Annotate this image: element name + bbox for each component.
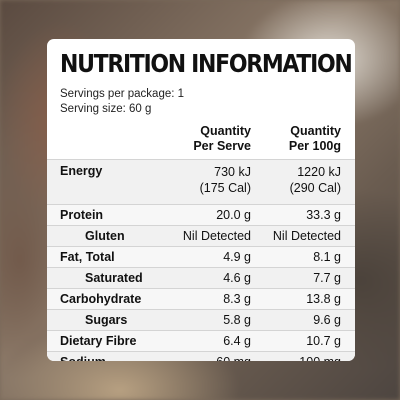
table-row-dietary-fibre: Dietary Fibre 6.4 g 10.7 g xyxy=(47,330,355,351)
per-100g-cal: (290 Cal) xyxy=(289,181,341,195)
per-100g-value: 100 mg xyxy=(265,351,355,361)
table-header-row: Quantity Per Serve Quantity Per 100g xyxy=(47,119,355,159)
per-100g-value: 7.7 g xyxy=(265,267,355,288)
per-serve-cal: (175 Cal) xyxy=(199,181,251,195)
header-per-100g-line1: Quantity xyxy=(290,124,341,138)
table-row-protein: Protein 20.0 g 33.3 g xyxy=(47,204,355,225)
table-row-energy: Energy 730 kJ (175 Cal) 1220 kJ (290 Cal… xyxy=(47,159,355,204)
table-row-sodium: Sodium 60 mg 100 mg xyxy=(47,351,355,361)
per-100g-value: 10.7 g xyxy=(265,330,355,351)
table-row-saturated: Saturated 4.6 g 7.7 g xyxy=(47,267,355,288)
nutrient-name: Sodium xyxy=(47,351,175,361)
per-serve-value: 8.3 g xyxy=(175,288,265,309)
nutrient-name: Dietary Fibre xyxy=(47,330,175,351)
per-serve-value: 60 mg xyxy=(175,351,265,361)
header-per-100g: Quantity Per 100g xyxy=(265,119,355,159)
per-serve-value: 5.8 g xyxy=(175,309,265,330)
per-100g-value: 1220 kJ (290 Cal) xyxy=(265,159,355,204)
per-serve-value: 4.9 g xyxy=(175,246,265,267)
panel-title: NUTRITION INFORMATION xyxy=(60,49,353,78)
per-serve-value: 6.4 g xyxy=(175,330,265,351)
per-100g-value: Nil Detected xyxy=(265,225,355,246)
nutrition-panel: NUTRITION INFORMATION Servings per packa… xyxy=(47,39,355,361)
header-per-serve-line1: Quantity xyxy=(200,124,251,138)
nutrient-name: Protein xyxy=(47,204,175,225)
per-100g-value: 9.6 g xyxy=(265,309,355,330)
per-100g-kj: 1220 kJ xyxy=(297,165,341,179)
header-per-serve-line2: Per Serve xyxy=(193,139,251,153)
table-row-fat-total: Fat, Total 4.9 g 8.1 g xyxy=(47,246,355,267)
per-serve-value: 4.6 g xyxy=(175,267,265,288)
per-serve-value: 20.0 g xyxy=(175,204,265,225)
per-serve-kj: 730 kJ xyxy=(214,165,251,179)
nutrient-name: Energy xyxy=(47,159,175,204)
nutrient-name: Saturated xyxy=(47,267,175,288)
table-row-gluten: Gluten Nil Detected Nil Detected xyxy=(47,225,355,246)
header-per-serve: Quantity Per Serve xyxy=(175,119,265,159)
serving-info: Servings per package: 1 Serving size: 60… xyxy=(60,87,343,117)
nutrient-name: Sugars xyxy=(47,309,175,330)
table-row-carbohydrate: Carbohydrate 8.3 g 13.8 g xyxy=(47,288,355,309)
per-100g-value: 33.3 g xyxy=(265,204,355,225)
serving-size: Serving size: 60 g xyxy=(60,103,152,115)
per-serve-value: Nil Detected xyxy=(175,225,265,246)
nutrient-name: Fat, Total xyxy=(47,246,175,267)
per-100g-value: 13.8 g xyxy=(265,288,355,309)
table-row-sugars: Sugars 5.8 g 9.6 g xyxy=(47,309,355,330)
per-100g-value: 8.1 g xyxy=(265,246,355,267)
panel-header: NUTRITION INFORMATION Servings per packa… xyxy=(47,39,355,119)
servings-per-package: Servings per package: 1 xyxy=(60,88,185,100)
nutrition-table: Quantity Per Serve Quantity Per 100g Ene… xyxy=(47,119,355,361)
header-blank xyxy=(47,119,175,159)
nutrient-name: Carbohydrate xyxy=(47,288,175,309)
per-serve-value: 730 kJ (175 Cal) xyxy=(175,159,265,204)
header-per-100g-line2: Per 100g xyxy=(288,139,341,153)
nutrient-name: Gluten xyxy=(47,225,175,246)
